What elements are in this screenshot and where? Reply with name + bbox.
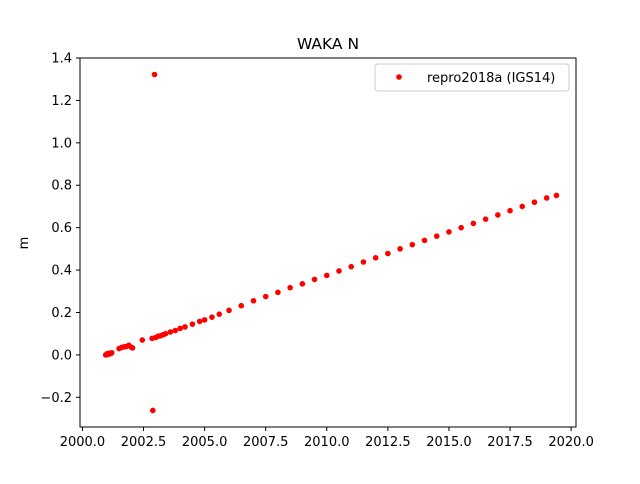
data-point xyxy=(470,220,477,227)
data-point xyxy=(421,237,428,244)
y-tick-label: 0.8 xyxy=(51,179,72,194)
y-tick-label: 0.0 xyxy=(51,348,72,363)
data-point xyxy=(216,311,223,317)
y-tick-label: 1.0 xyxy=(51,136,72,151)
y-axis-label: m xyxy=(17,237,32,250)
data-point xyxy=(507,207,513,214)
y-tick-label: 0.2 xyxy=(51,306,72,321)
data-point xyxy=(519,203,526,210)
data-point xyxy=(348,263,355,270)
data-point xyxy=(336,268,342,274)
data-point xyxy=(177,325,183,332)
data-point xyxy=(238,302,245,309)
data-point xyxy=(409,241,416,248)
y-tick-label: −0.2 xyxy=(40,391,72,406)
series-points xyxy=(102,71,560,414)
plot-frame xyxy=(79,57,577,428)
x-tick-label: 2015.0 xyxy=(426,435,472,450)
data-point xyxy=(275,289,281,296)
data-point xyxy=(385,250,391,257)
data-point xyxy=(196,318,203,325)
data-point xyxy=(372,254,379,261)
data-point xyxy=(360,259,367,265)
data-point xyxy=(151,71,158,78)
x-tick-label: 2020.0 xyxy=(548,435,594,450)
data-point xyxy=(299,281,306,287)
x-tick-label: 2000.0 xyxy=(60,435,106,450)
x-tick-label: 2010.0 xyxy=(304,435,350,450)
x-tick-label: 2002.5 xyxy=(121,435,167,450)
data-point xyxy=(495,212,501,218)
data-point xyxy=(139,337,146,343)
data-point xyxy=(262,293,269,300)
data-point xyxy=(182,324,188,330)
legend-label: repro2018a (IGS14) xyxy=(427,71,555,86)
data-point xyxy=(397,246,403,252)
x-axis-ticks: 2000.0 2002.5 2005.0 2007.5 2010.0 2012.5 2015… xyxy=(60,427,594,450)
data-point xyxy=(129,345,136,351)
data-point xyxy=(167,329,174,335)
y-tick-label: 1.2 xyxy=(51,94,72,109)
y-tick-label: 1.4 xyxy=(51,52,72,67)
x-tick-label: 2005.0 xyxy=(182,435,228,450)
data-point xyxy=(209,314,215,320)
y-tick-label: 0.6 xyxy=(51,221,72,236)
data-point xyxy=(226,307,232,314)
y-axis-ticks: −0.2 0.0 0.2 0.4 0.6 0.8 1.0 1.2 1.4 xyxy=(40,52,80,406)
legend-marker xyxy=(396,74,402,80)
legend-box xyxy=(374,63,570,92)
data-point xyxy=(458,224,464,231)
y-tick-label: 0.4 xyxy=(51,264,72,279)
data-point xyxy=(150,407,156,414)
x-tick-label: 2007.5 xyxy=(243,435,289,450)
data-point xyxy=(553,192,560,199)
data-point xyxy=(189,321,196,327)
data-point xyxy=(311,276,318,283)
x-tick-label: 2017.5 xyxy=(487,435,533,450)
data-point xyxy=(250,298,257,304)
data-point xyxy=(433,233,440,239)
data-point xyxy=(162,330,169,337)
data-point xyxy=(543,195,550,201)
data-point xyxy=(287,284,293,291)
data-point xyxy=(446,229,452,235)
data-point xyxy=(201,317,208,323)
data-point xyxy=(172,327,179,334)
chart-title: WAKA N xyxy=(297,35,359,53)
data-point xyxy=(108,349,115,356)
data-point xyxy=(323,272,330,279)
data-point xyxy=(531,199,538,206)
data-point xyxy=(482,216,489,222)
x-tick-label: 2012.5 xyxy=(365,435,411,450)
legend: repro2018a (IGS14) xyxy=(374,63,570,92)
